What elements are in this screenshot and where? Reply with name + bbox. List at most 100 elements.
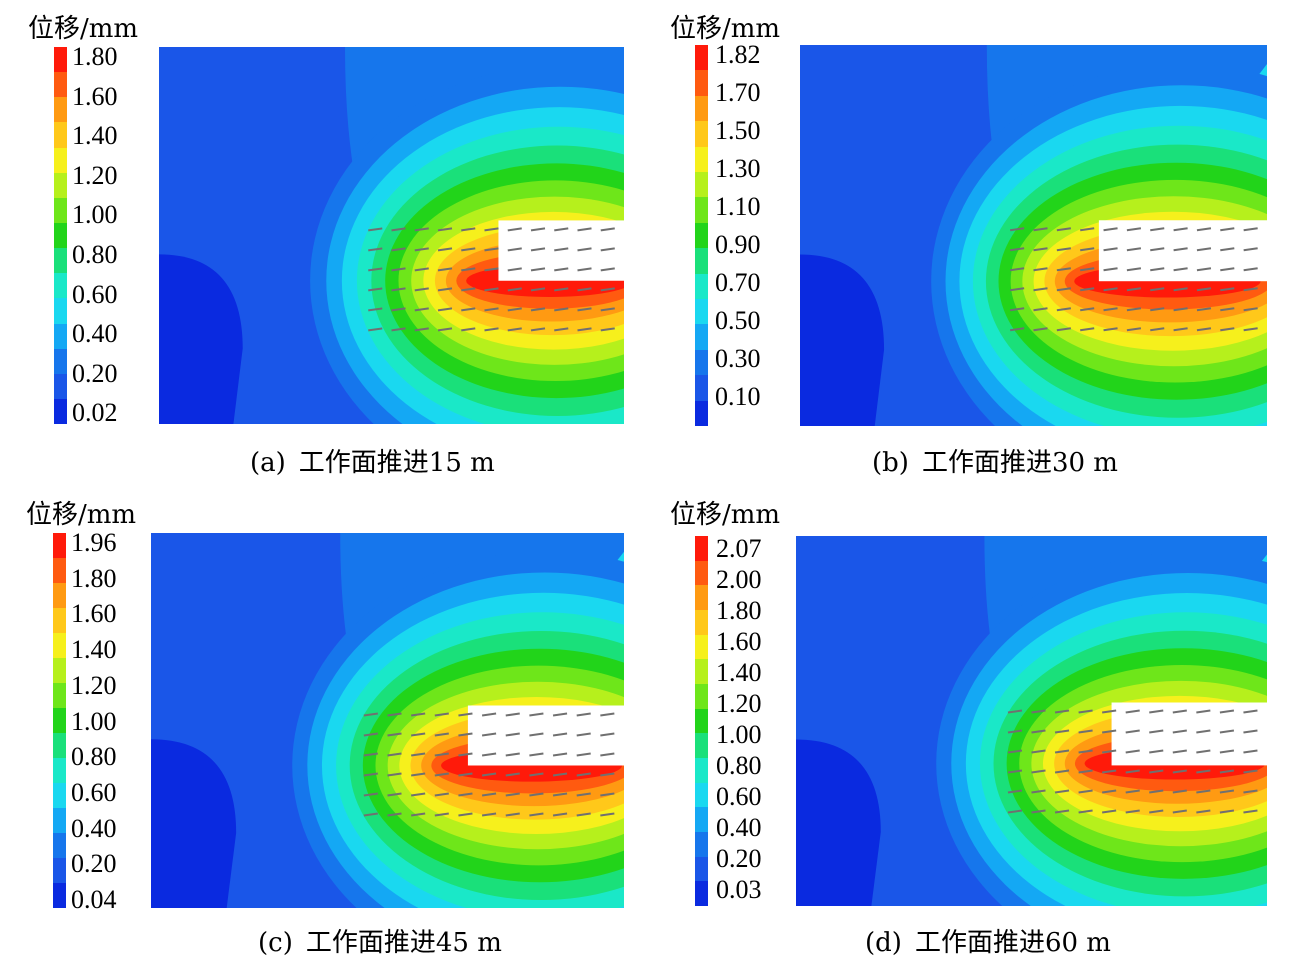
vector-arrow [1007,749,1023,754]
vector-arrow [1220,327,1235,332]
colorbar-tick-label: 1.10 [715,192,761,221]
colorbar-band [53,883,66,908]
colorbar-tick-label: 0.40 [72,319,118,349]
colorbar-tick-label: 1.20 [72,160,118,190]
colorbar-tick-label: 1.60 [71,599,117,629]
vector-arrow [434,792,449,797]
vector-arrow [1010,267,1025,272]
vector-arrow [1007,769,1023,774]
colorbar-band [695,881,708,907]
vector-arrow [577,287,592,292]
panel-label: (d) [865,928,902,958]
vector-arrow [1078,729,1093,734]
colorbar-band [54,47,67,73]
vector-arrow [411,812,426,817]
vector-arrow [484,307,499,312]
vector-arrow [437,267,453,272]
colorbar-tick-label: 1.00 [716,720,762,749]
vector-arrow [1243,307,1258,312]
vector-arrow [391,307,406,312]
vector-arrow [1080,287,1095,292]
vector-arrow [434,772,449,777]
colorbar-band [53,858,66,883]
vector-arrow [414,307,429,312]
vector-arrow [1172,709,1187,714]
vector-arrow [576,772,591,777]
vector-arrow [552,792,568,797]
colorbar-band [695,146,708,173]
colorbar-tick-label: 0.04 [71,885,117,914]
vector-arrow [368,247,383,252]
colorbar-tick-label: 1.40 [716,658,762,687]
colorbar-tick-label: 0.90 [715,230,761,259]
vector-arrow [1150,267,1165,272]
vector-arrow [554,247,569,252]
vector-arrow [1196,749,1211,754]
colorbar-tick-label: 0.40 [71,813,117,843]
vector-arrow [1243,227,1258,232]
vector-arrow [1219,789,1235,794]
vector-arrow [1033,307,1048,312]
vector-arrow [1220,307,1235,312]
vector-arrow [1196,247,1212,252]
colorbar-band [695,197,708,223]
vector-arrow [1172,789,1187,794]
colorbar-band [695,560,708,586]
vector-arrow [1243,327,1258,332]
vector-arrow [414,247,429,252]
vector-arrow [387,712,402,717]
vector-arrow [1220,267,1235,272]
colorbar-band [54,373,67,399]
colorbar-band [53,683,66,708]
vector-arrow [529,772,544,777]
vector-arrow [1173,287,1188,292]
vector-arrow [552,712,568,717]
colorbar-band [695,536,708,561]
vector-arrow [1243,267,1258,272]
vector-arrow [600,792,615,797]
contour-svg [159,47,624,424]
vector-arrow [434,732,449,737]
vector-arrow [1172,769,1187,774]
vector-arrow [437,307,453,312]
colorbar-tick-label: 1.20 [71,670,117,700]
excavation-area [1098,220,1267,282]
vector-arrow [554,267,569,272]
colorbar-band [695,684,708,709]
vector-arrow [507,307,522,312]
colorbar-band [54,97,67,123]
colorbar-tick-label: 1.00 [72,200,118,230]
colorbar-band [53,733,66,758]
vector-arrow [411,752,426,757]
vector-arrow [1010,247,1025,252]
colorbar-band [53,708,66,733]
vector-arrow [484,247,499,252]
vector-arrow [552,772,568,777]
vector-arrow [1219,809,1235,814]
vector-arrow [1126,227,1142,232]
vector-arrow [577,247,592,252]
vector-arrow [1220,287,1235,292]
vector-arrow [484,227,499,232]
panel-title: 工作面推进45 m [305,928,502,958]
colorbar-tick-label: 1.60 [716,627,762,656]
vector-arrow [1078,709,1093,714]
vector-arrow [1196,709,1211,714]
colorbar-tick-label: 2.07 [716,534,762,563]
vector-arrow [1196,769,1211,774]
vector-arrow [1126,267,1142,272]
excavation-area [467,705,624,766]
panel-label: (a) [250,448,286,478]
vector-arrow [1056,287,1071,292]
colorbar-tick-label: 0.80 [72,240,118,269]
vector-arrow [461,327,476,332]
colorbar-band [695,375,708,401]
vector-arrow [552,752,568,757]
panel-caption: (d) 工作面推进60 m [865,922,1111,959]
colorbar-band [695,634,708,660]
vector-arrow [481,752,497,757]
vector-arrow [529,792,544,797]
panel-caption: (c) 工作面推进45 m [258,922,502,959]
vector-arrow [600,712,615,717]
vector-arrow [481,812,497,817]
